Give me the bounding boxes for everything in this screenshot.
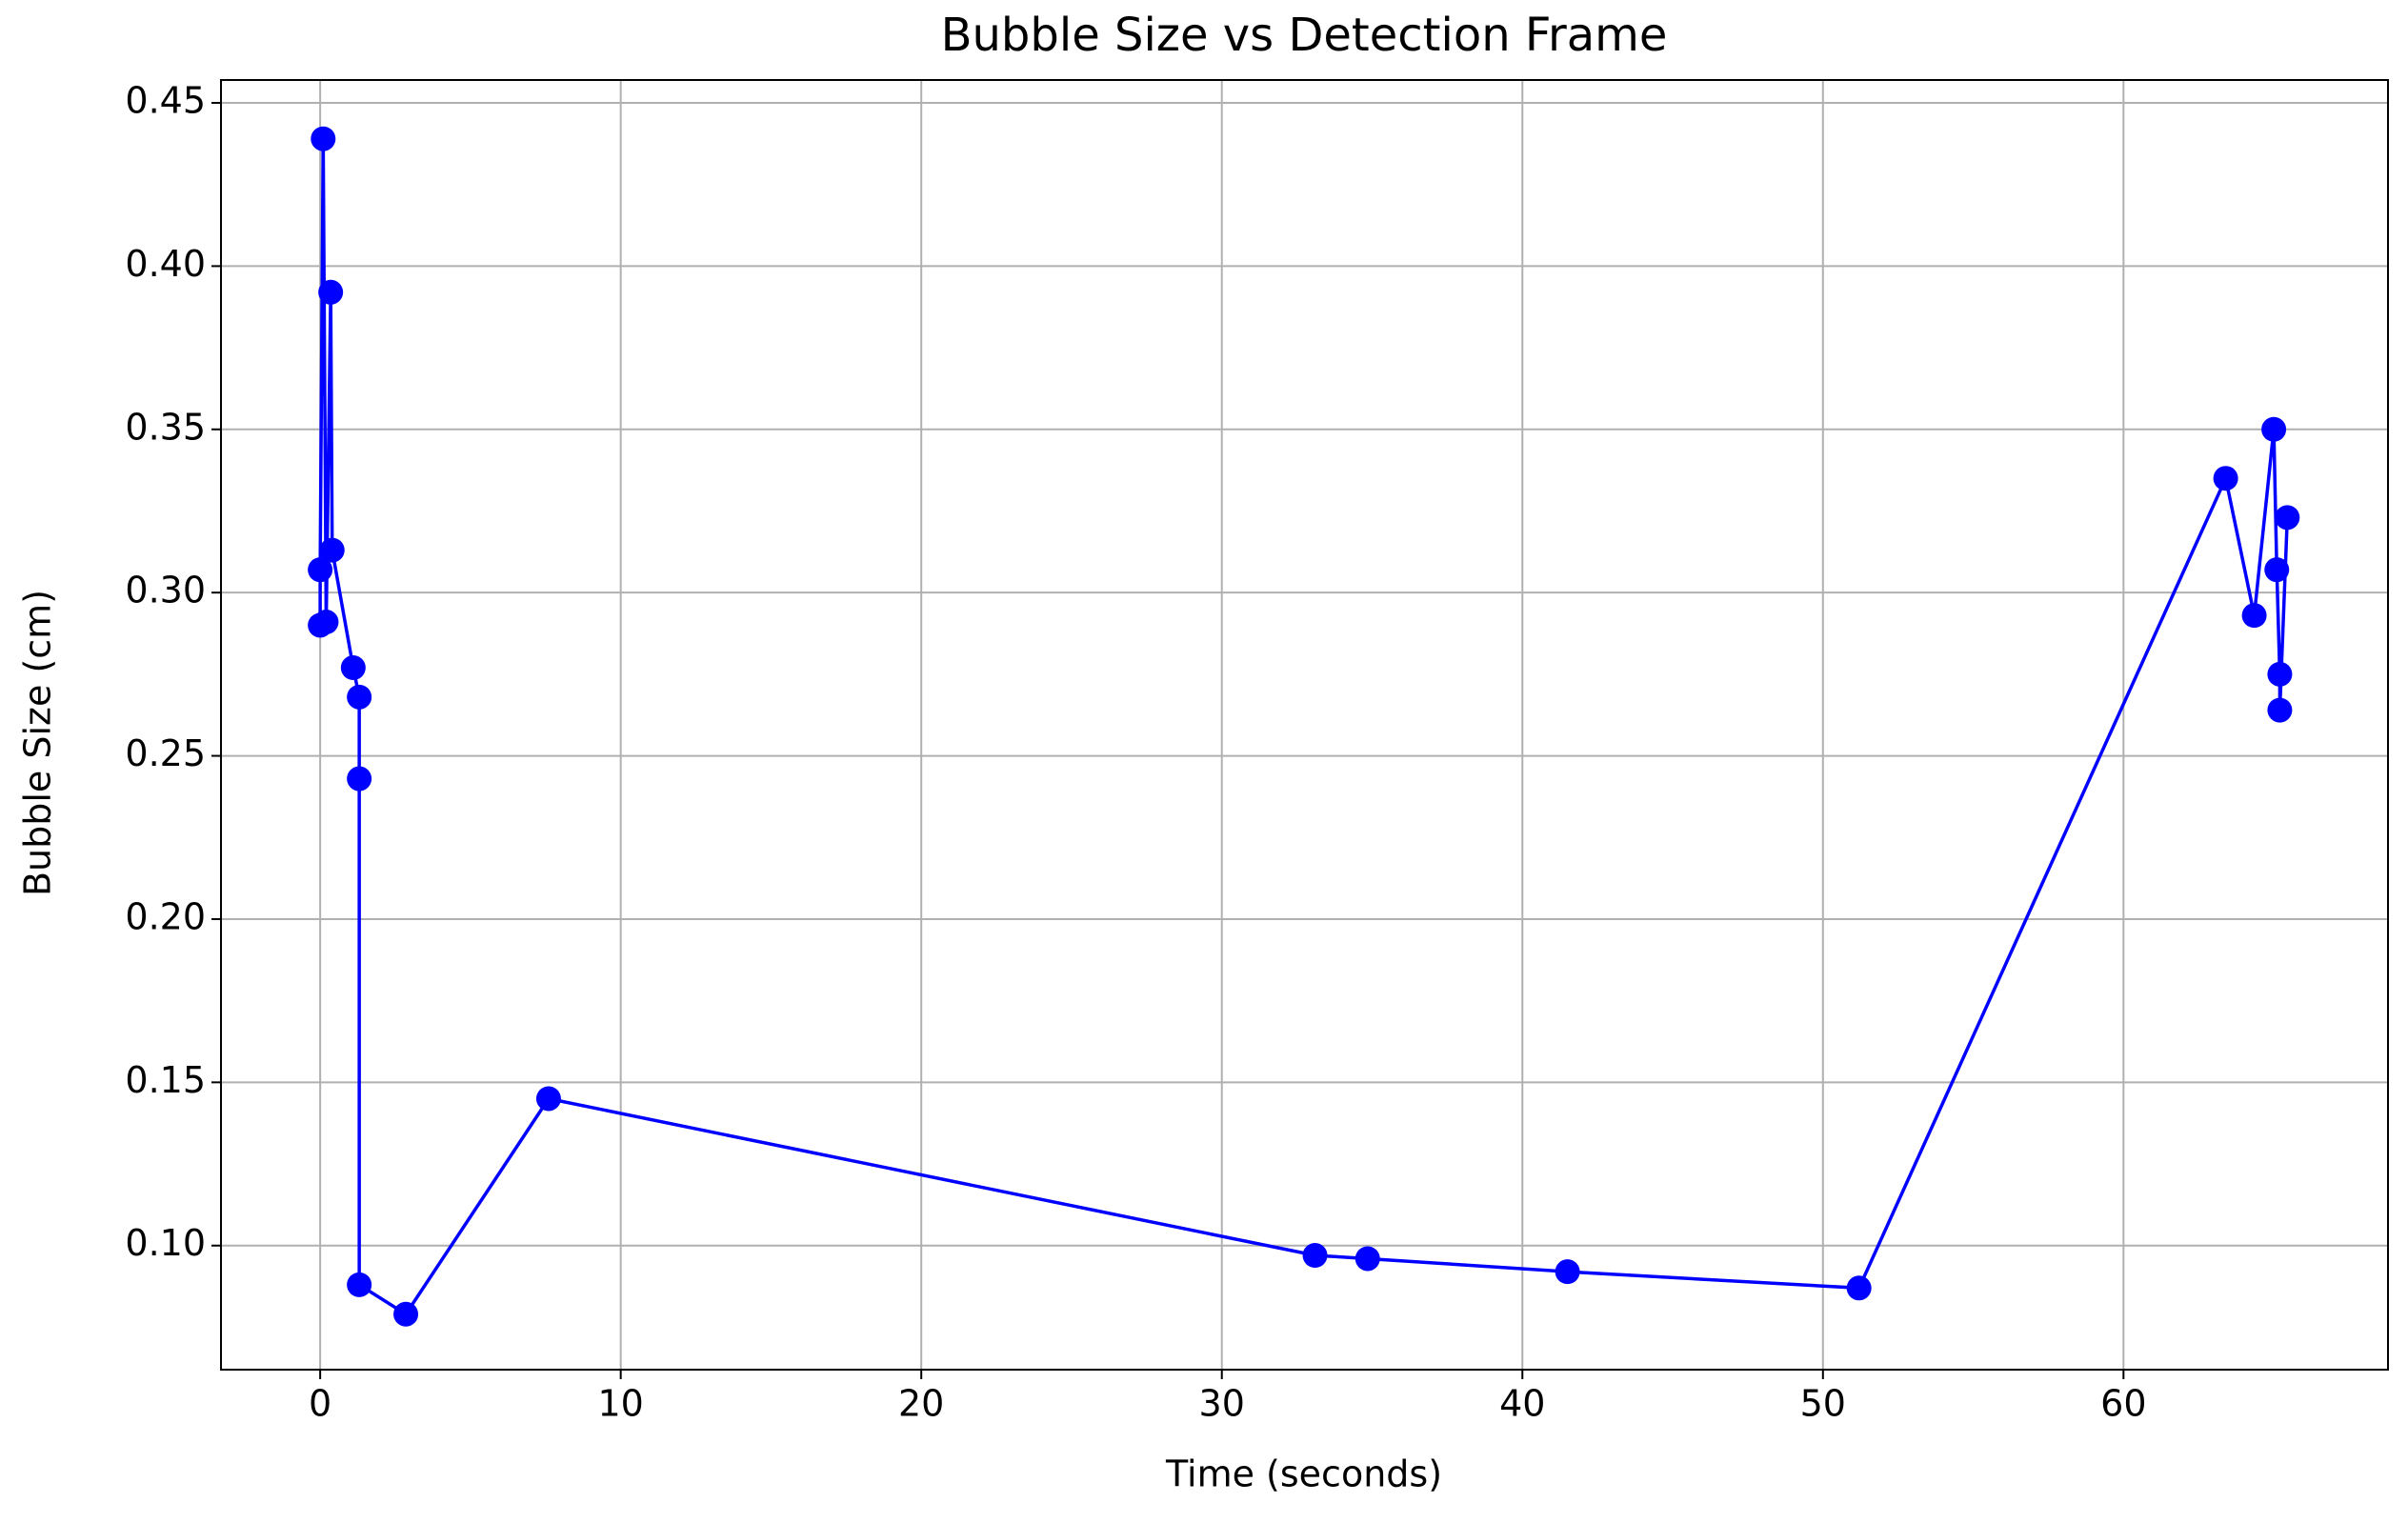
data-point xyxy=(2241,603,2267,629)
data-point xyxy=(308,557,333,583)
data-point xyxy=(347,684,372,710)
y-tick-label: 0.25 xyxy=(125,732,206,774)
data-point xyxy=(313,610,339,635)
x-tick-label: 30 xyxy=(1199,1383,1245,1425)
chart-title: Bubble Size vs Detection Frame xyxy=(941,9,1668,62)
data-point xyxy=(1555,1259,1580,1285)
y-tick-label: 0.35 xyxy=(125,406,206,448)
data-point xyxy=(2267,661,2293,687)
x-tick-label: 50 xyxy=(1800,1383,1846,1425)
data-point xyxy=(1354,1246,1380,1272)
y-tick-label: 0.40 xyxy=(125,243,206,285)
x-axis-label: Time (seconds) xyxy=(1165,1453,1442,1495)
data-point xyxy=(2267,697,2293,723)
data-point xyxy=(2275,505,2300,531)
data-point xyxy=(340,655,366,681)
plot-frame xyxy=(220,79,2389,1371)
data-point xyxy=(1846,1275,1872,1301)
data-point xyxy=(2261,416,2287,442)
y-tick-label: 0.10 xyxy=(125,1222,206,1264)
data-point xyxy=(311,126,336,151)
data-point xyxy=(2213,466,2238,491)
y-tick-label: 0.15 xyxy=(125,1059,206,1101)
x-tick-label: 60 xyxy=(2100,1383,2146,1425)
x-tick-label: 0 xyxy=(309,1383,331,1425)
y-axis-label: Bubble Size (cm) xyxy=(17,590,59,896)
data-point xyxy=(535,1086,561,1112)
y-tick-label: 0.30 xyxy=(125,570,206,611)
data-point xyxy=(319,537,345,563)
y-tick-label: 0.20 xyxy=(125,895,206,937)
data-point xyxy=(347,766,372,792)
y-tick-label: 0.45 xyxy=(125,79,206,121)
data-point xyxy=(1302,1243,1328,1269)
data-point xyxy=(2264,557,2290,583)
data-point xyxy=(393,1301,419,1327)
x-tick-label: 20 xyxy=(898,1383,944,1425)
data-point xyxy=(318,279,344,305)
data-point xyxy=(347,1272,372,1297)
x-tick-label: 40 xyxy=(1499,1383,1545,1425)
x-tick-label: 10 xyxy=(597,1383,643,1425)
